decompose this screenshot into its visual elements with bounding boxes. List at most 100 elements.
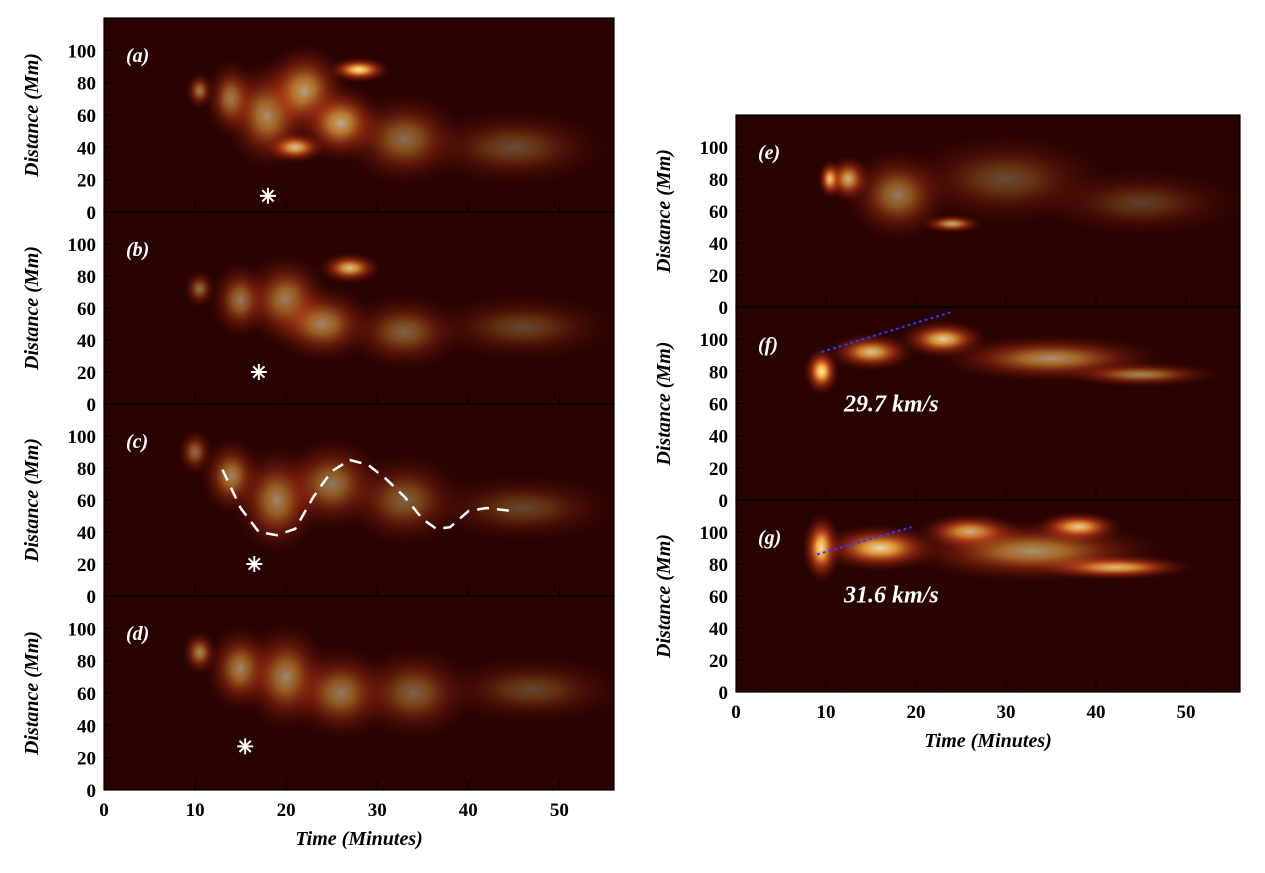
panel-e-ytick-label: 20 xyxy=(709,266,728,287)
panel-c-ytick-label: 0 xyxy=(87,587,97,608)
panel-b: (b) 0 20 40 60 80 100 Distance (Mm) xyxy=(21,211,615,416)
panel-c-ytick-label: 80 xyxy=(77,459,96,480)
panel-d-xtick-label: 50 xyxy=(550,800,569,821)
panel-c-asterisk-marker xyxy=(246,556,263,572)
panel-e: (e) 0 20 40 60 80 100 Distance (Mm) xyxy=(653,114,1241,319)
panel-d-ytick-label: 40 xyxy=(77,716,96,737)
panel-d: (d) 0 20 40 60 80 100 0 10 20 30 40 50 Distance (Mm) T… xyxy=(21,595,615,850)
panel-c-intensity-blob-5 xyxy=(422,472,614,544)
panel-a-ytick-label: 40 xyxy=(77,138,96,159)
panel-a-ytick-label: 20 xyxy=(77,171,96,192)
panel-e-ylabel: Distance (Mm) xyxy=(653,149,675,274)
panel-f-intensity-blob-1 xyxy=(826,332,916,372)
panel-d-xtick-label: 20 xyxy=(277,800,296,821)
panel-a-intensity-blob-4 xyxy=(327,56,391,83)
panel-b-intensity-blob-6 xyxy=(422,292,614,363)
panel-c-ytick-label: 20 xyxy=(77,555,96,576)
panel-d-intensity-blob-5 xyxy=(431,654,614,726)
panel-g-ytick-label: 20 xyxy=(709,651,728,672)
panel-d-xlabel: Time (Minutes) xyxy=(295,828,423,850)
panel-b-ytick-label: 60 xyxy=(77,299,96,320)
panel-f-intensity xyxy=(803,319,1222,396)
panel-b-ylabel: Distance (Mm) xyxy=(21,246,43,371)
panel-b-label: (b) xyxy=(126,239,149,261)
panel-b-ytick-label: 80 xyxy=(77,267,96,288)
panel-a-intensity xyxy=(185,42,614,188)
panel-a: (a) 0 20 40 60 80 100 Distance (Mm) xyxy=(21,17,615,224)
panel-g-xtick-label: 30 xyxy=(997,702,1016,723)
panel-e-ytick-label: 60 xyxy=(709,202,728,223)
panel-g-ytick-label: 100 xyxy=(700,523,729,544)
panel-g-speed-annotation: 31.6 km/s xyxy=(843,582,939,608)
panel-c-ytick-label: 100 xyxy=(68,427,97,448)
panel-a-intensity-blob-6 xyxy=(263,131,328,164)
panel-d-asterisk-marker xyxy=(237,738,254,755)
panel-g: 31.6 km/s (g) 0 20 40 60 80 100 0 10 20 30 40 50 Dista… xyxy=(653,499,1241,752)
panel-d-xtick-label: 10 xyxy=(186,800,205,821)
panel-a-asterisk-marker xyxy=(259,187,276,204)
panel-e-label: (e) xyxy=(758,142,780,164)
panel-c-ylabel: Distance (Mm) xyxy=(21,438,43,563)
panel-e-ytick-label: 0 xyxy=(719,298,729,319)
panel-f-label: (f) xyxy=(758,334,778,356)
panel-a-intensity-blob-8 xyxy=(413,106,614,188)
panel-d-intensity-blob-4 xyxy=(349,644,478,742)
panel-e-ytick-label: 40 xyxy=(709,234,728,255)
panel-f-ytick-label: 0 xyxy=(719,491,729,512)
panel-f-intensity-blob-4 xyxy=(1060,361,1222,388)
panel-d-label: (d) xyxy=(126,623,149,645)
panel-f-speed-fit-line xyxy=(821,310,953,353)
panel-g-xlabel: Time (Minutes) xyxy=(924,730,1052,752)
panel-e-ytick-label: 100 xyxy=(700,138,729,159)
panel-g-xtick-label: 50 xyxy=(1177,702,1196,723)
panel-g-label: (g) xyxy=(758,527,781,549)
panel-b-intensity-blob-0 xyxy=(183,269,217,308)
panel-c-intensity xyxy=(176,428,614,556)
panel-f-ytick-label: 100 xyxy=(700,330,729,351)
panel-g-ytick-label: 60 xyxy=(709,587,728,608)
panel-g-ylabel: Distance (Mm) xyxy=(653,534,675,659)
panel-d-ytick-label: 100 xyxy=(68,619,97,640)
panel-a-ylabel: Distance (Mm) xyxy=(21,53,43,178)
panel-g-xtick-label: 10 xyxy=(817,702,836,723)
panel-c-label: (c) xyxy=(126,431,148,453)
panel-e-intensity xyxy=(817,131,1240,243)
panel-g-ytick-label: 40 xyxy=(709,619,728,640)
panel-e-intensity-blob-5 xyxy=(1033,167,1240,239)
panel-g-speed-fit-line xyxy=(816,526,912,556)
panel-d-xtick-label: 40 xyxy=(459,800,478,821)
panel-b-ytick-label: 100 xyxy=(68,235,97,256)
panel-f-background xyxy=(736,307,1240,500)
panel-b-ytick-label: 40 xyxy=(77,331,96,352)
panel-b-intensity xyxy=(183,252,614,372)
panel-g-ytick-label: 80 xyxy=(709,555,728,576)
panel-d-ylabel: Distance (Mm) xyxy=(21,631,43,756)
panel-c: (c) 0 20 40 60 80 100 Distance (Mm) xyxy=(21,403,615,608)
panel-f-ytick-label: 40 xyxy=(709,427,728,448)
panel-f-ytick-label: 20 xyxy=(709,459,728,480)
panel-b-intensity-blob-3 xyxy=(318,252,382,284)
panel-a-ytick-label: 100 xyxy=(68,41,97,62)
panel-b-ytick-label: 0 xyxy=(87,395,97,416)
panel-e-ytick-label: 80 xyxy=(709,170,728,191)
panel-a-ytick-label: 80 xyxy=(77,74,96,95)
panel-a-ytick-label: 0 xyxy=(87,203,97,224)
panel-f-ytick-label: 60 xyxy=(709,395,728,416)
panel-f-speed-annotation: 29.7 km/s xyxy=(843,392,939,418)
panel-d-ytick-label: 0 xyxy=(87,781,97,802)
panel-c-ytick-label: 60 xyxy=(77,491,96,512)
panel-c-ytick-label: 40 xyxy=(77,523,96,544)
panel-b-asterisk-marker xyxy=(250,364,267,380)
panel-d-xtick-label: 0 xyxy=(99,800,109,821)
panel-d-ytick-label: 20 xyxy=(77,749,96,770)
panel-d-intensity xyxy=(181,620,614,742)
panel-b-ytick-label: 20 xyxy=(77,363,96,384)
panel-g-intensity xyxy=(801,511,1195,584)
panel-a-ytick-label: 60 xyxy=(77,106,96,127)
panel-g-ytick-label: 0 xyxy=(719,683,729,704)
panel-d-xtick-label: 30 xyxy=(368,800,387,821)
panel-f-ytick-label: 80 xyxy=(709,362,728,383)
panel-d-ytick-label: 60 xyxy=(77,684,96,705)
